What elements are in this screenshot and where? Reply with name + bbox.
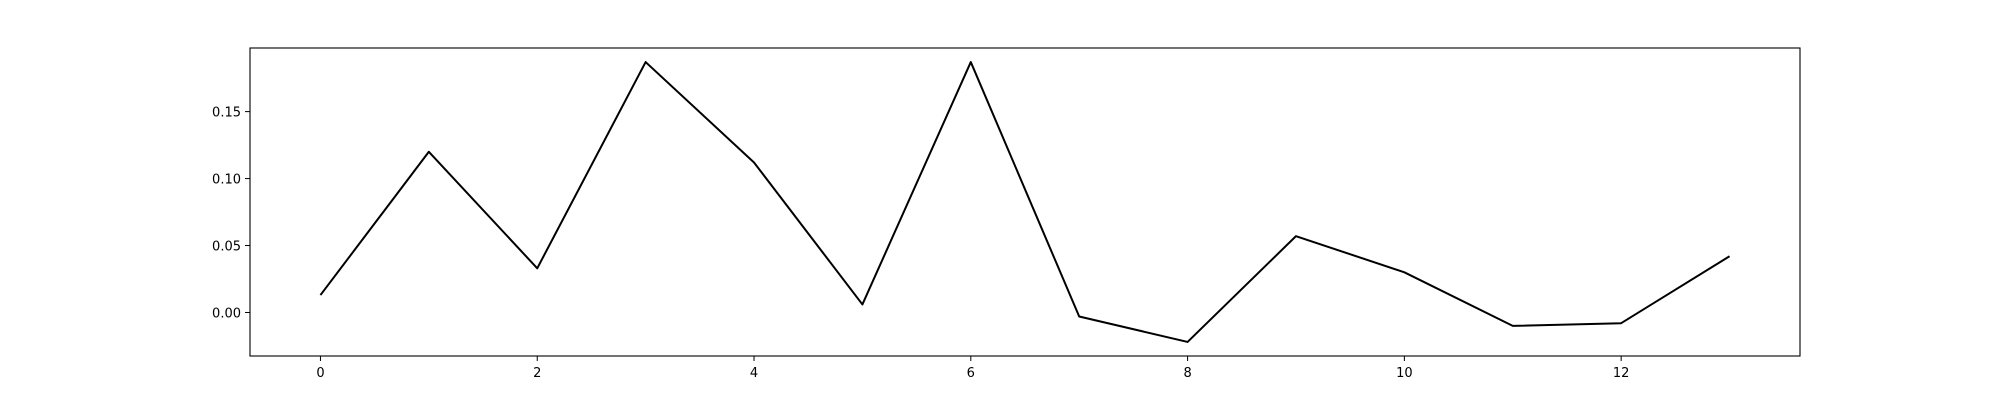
x-tick-label: 12 [1613, 366, 1630, 381]
x-tick-label: 2 [533, 366, 541, 381]
x-tick-label: 8 [1183, 366, 1191, 381]
y-tick-label: 0.00 [212, 306, 241, 321]
series-line-0 [320, 62, 1729, 342]
y-tick-label: 0.15 [212, 106, 241, 121]
x-tick-label: 10 [1396, 366, 1413, 381]
axis-ticks: 0 2 4 6 8 10 12 0.00 0.05 0.10 0.15 [212, 106, 1629, 381]
x-tick-label: 4 [750, 366, 758, 381]
series-layer [320, 62, 1729, 342]
x-tick-label: 0 [316, 366, 324, 381]
y-tick-label: 0.10 [212, 173, 241, 188]
x-tick-label: 6 [967, 366, 975, 381]
plot-frame [250, 48, 1800, 356]
y-tick-label: 0.05 [212, 240, 241, 255]
